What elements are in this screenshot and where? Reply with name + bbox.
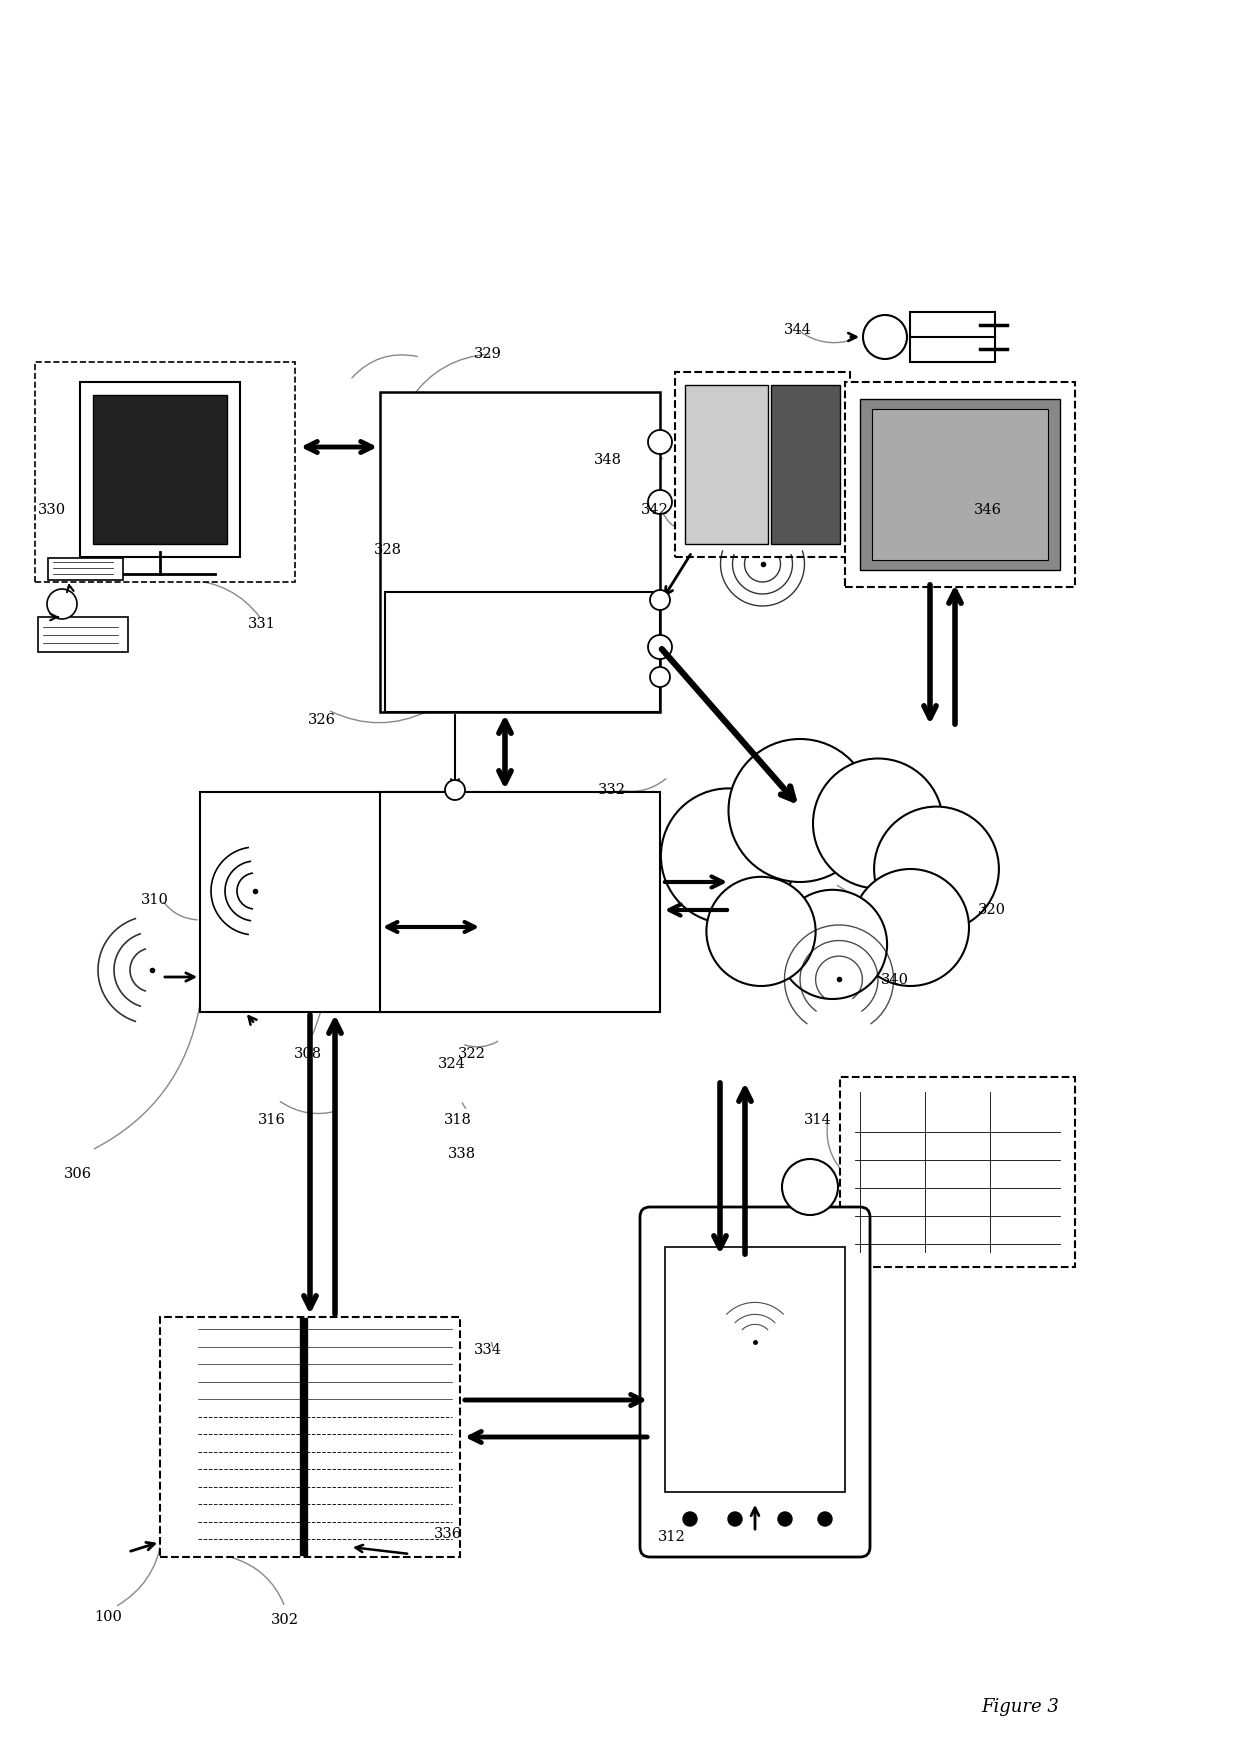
Text: 316: 316: [258, 1114, 286, 1128]
FancyBboxPatch shape: [684, 386, 768, 544]
Text: 346: 346: [973, 502, 1002, 516]
Text: 100: 100: [94, 1610, 122, 1625]
Circle shape: [649, 490, 672, 515]
Circle shape: [782, 1159, 838, 1216]
Text: 330: 330: [38, 502, 66, 516]
Circle shape: [813, 758, 942, 888]
Circle shape: [650, 668, 670, 687]
Text: 322: 322: [458, 1047, 486, 1061]
FancyBboxPatch shape: [48, 559, 123, 580]
Text: 302: 302: [272, 1612, 299, 1626]
Circle shape: [874, 807, 999, 932]
FancyBboxPatch shape: [910, 312, 994, 361]
Text: 332: 332: [598, 782, 626, 796]
Text: 331: 331: [248, 617, 277, 631]
Text: 312: 312: [658, 1529, 686, 1544]
FancyBboxPatch shape: [35, 361, 295, 581]
Text: 308: 308: [294, 1047, 322, 1061]
Circle shape: [445, 781, 465, 800]
FancyBboxPatch shape: [160, 1316, 460, 1558]
Text: 340: 340: [880, 973, 909, 987]
Text: 328: 328: [374, 543, 402, 557]
Text: Figure 3: Figure 3: [981, 1699, 1059, 1716]
Circle shape: [47, 589, 77, 618]
FancyBboxPatch shape: [771, 386, 839, 544]
FancyBboxPatch shape: [861, 398, 1060, 569]
Text: 329: 329: [474, 347, 502, 361]
Circle shape: [777, 1512, 792, 1526]
Text: 348: 348: [594, 453, 622, 467]
Text: 318: 318: [444, 1114, 472, 1128]
Text: 314: 314: [804, 1114, 832, 1128]
Text: 306: 306: [64, 1166, 92, 1181]
Circle shape: [683, 1512, 697, 1526]
FancyBboxPatch shape: [839, 1077, 1075, 1267]
Text: 324: 324: [438, 1057, 466, 1071]
Circle shape: [649, 430, 672, 455]
FancyBboxPatch shape: [81, 382, 241, 557]
Text: 334: 334: [474, 1343, 502, 1357]
Circle shape: [852, 869, 968, 987]
FancyBboxPatch shape: [665, 1247, 844, 1492]
FancyBboxPatch shape: [93, 395, 227, 544]
Circle shape: [650, 590, 670, 610]
Circle shape: [729, 738, 872, 883]
Circle shape: [707, 877, 816, 987]
Text: 310: 310: [141, 893, 169, 907]
Text: 336: 336: [434, 1528, 463, 1542]
FancyBboxPatch shape: [38, 617, 128, 652]
FancyBboxPatch shape: [872, 409, 1048, 560]
FancyBboxPatch shape: [379, 391, 660, 712]
FancyBboxPatch shape: [379, 791, 660, 1011]
FancyBboxPatch shape: [844, 382, 1075, 587]
Text: 320: 320: [978, 902, 1006, 916]
FancyBboxPatch shape: [200, 791, 480, 1011]
Circle shape: [728, 1512, 742, 1526]
Text: 344: 344: [784, 322, 812, 337]
Circle shape: [777, 890, 887, 999]
Circle shape: [661, 788, 796, 923]
Text: 338: 338: [448, 1147, 476, 1161]
Circle shape: [818, 1512, 832, 1526]
Circle shape: [863, 315, 906, 359]
Text: 342: 342: [641, 502, 668, 516]
FancyBboxPatch shape: [384, 592, 660, 712]
Circle shape: [649, 634, 672, 659]
Text: 326: 326: [308, 714, 336, 728]
FancyBboxPatch shape: [640, 1207, 870, 1558]
FancyBboxPatch shape: [675, 372, 849, 557]
